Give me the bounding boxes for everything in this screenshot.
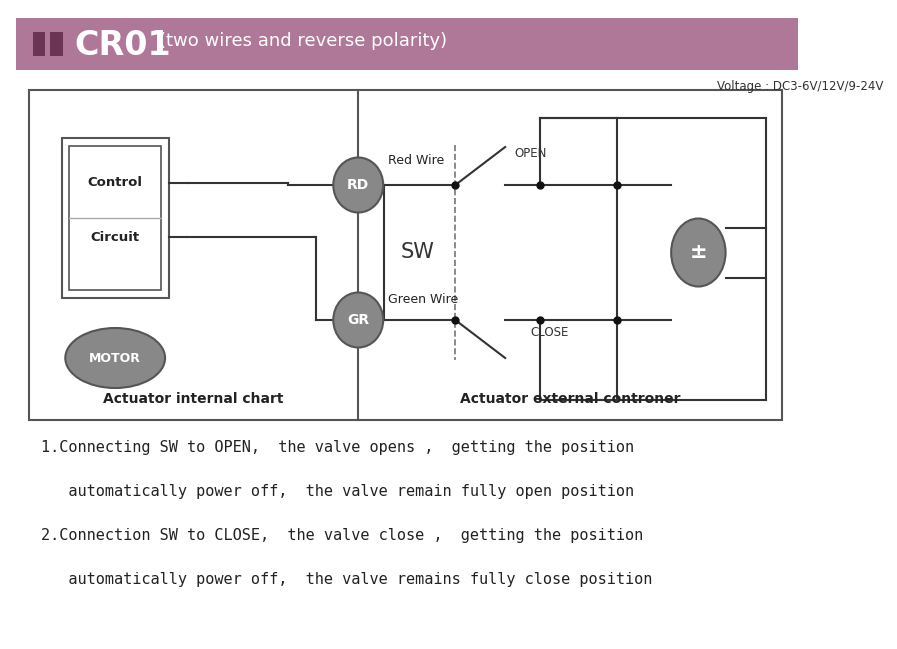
Text: Voltage : DC3-6V/12V/9-24V: Voltage : DC3-6V/12V/9-24V xyxy=(717,80,883,93)
Ellipse shape xyxy=(671,219,726,286)
Text: ±: ± xyxy=(690,243,707,262)
Text: Green Wire: Green Wire xyxy=(388,293,458,306)
Text: Actuator external controner: Actuator external controner xyxy=(460,392,680,406)
Text: 1.Connecting SW to OPEN,  the valve opens ,  getting the position: 1.Connecting SW to OPEN, the valve opens… xyxy=(41,440,634,455)
Bar xyxy=(69,146,161,290)
Text: automatically power off,  the valve remains fully close position: automatically power off, the valve remai… xyxy=(41,572,652,587)
Bar xyxy=(32,32,46,56)
Text: CR01: CR01 xyxy=(74,29,171,62)
Text: RD: RD xyxy=(347,178,370,192)
Text: MOTOR: MOTOR xyxy=(89,352,141,365)
Text: 2.Connection SW to CLOSE,  the valve close ,  getting the position: 2.Connection SW to CLOSE, the valve clos… xyxy=(41,528,643,543)
Text: Red Wire: Red Wire xyxy=(388,154,444,167)
Bar xyxy=(62,138,169,298)
Ellipse shape xyxy=(334,158,383,212)
Text: SW: SW xyxy=(400,243,434,262)
Text: Control: Control xyxy=(88,177,143,190)
Text: GR: GR xyxy=(347,313,370,327)
Text: Actuator internal chart: Actuator internal chart xyxy=(103,392,283,406)
Text: CLOSE: CLOSE xyxy=(531,326,569,339)
Bar xyxy=(16,18,798,70)
Ellipse shape xyxy=(65,328,165,388)
Bar xyxy=(29,90,782,420)
Text: Circuit: Circuit xyxy=(91,230,140,244)
Text: OPEN: OPEN xyxy=(514,147,546,160)
Bar xyxy=(50,32,63,56)
Text: (two wires and reverse polarity): (two wires and reverse polarity) xyxy=(159,32,447,50)
Text: automatically power off,  the valve remain fully open position: automatically power off, the valve remai… xyxy=(41,484,634,499)
Ellipse shape xyxy=(334,293,383,347)
